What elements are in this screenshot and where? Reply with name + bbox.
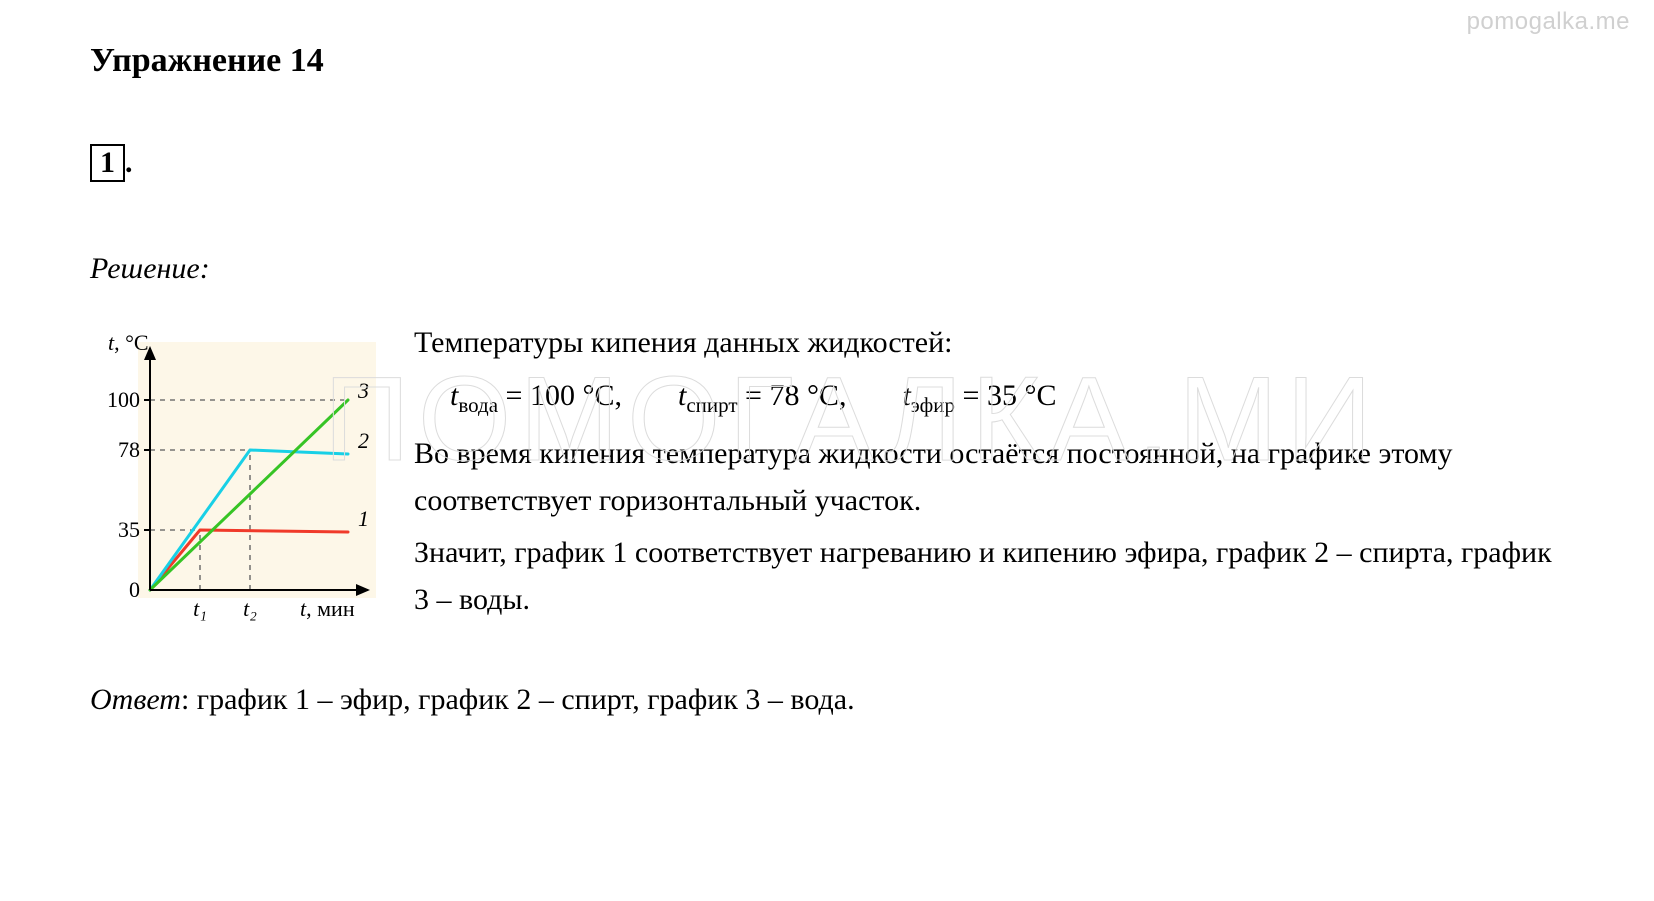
chart-svg: 1 2 3 0 35 78 100 t₁ t₂ t, °C t, мин xyxy=(90,320,390,630)
svg-text:t, мин: t, мин xyxy=(300,596,355,621)
solution-label: Решение: xyxy=(90,252,1564,286)
page: pomogalka.me ПОМОГАЛКА.МИ Упражнение 14 … xyxy=(0,0,1654,901)
page-title: Упражнение 14 xyxy=(90,42,1564,80)
watermark-top: pomogalka.me xyxy=(1467,8,1630,36)
answer-text: : график 1 – эфир, график 2 – спирт, гра… xyxy=(181,683,855,716)
svg-text:78: 78 xyxy=(118,437,140,462)
svg-text:t₁: t₁ xyxy=(193,596,207,621)
svg-text:35: 35 xyxy=(118,517,140,542)
equations-row: tвода = 100 °C, tспирт = 78 °C, tэфир = … xyxy=(450,373,1564,422)
answer-label: Ответ xyxy=(90,683,181,716)
eq-efir: tэфир = 35 °C xyxy=(902,373,1056,422)
svg-text:0: 0 xyxy=(129,577,140,602)
desc-body2: Значит, график 1 соответствует нагревани… xyxy=(414,530,1564,623)
eq-water: tвода = 100 °C, xyxy=(450,373,622,422)
answer: Ответ: график 1 – эфир, график 2 – спирт… xyxy=(90,683,1564,717)
svg-text:100: 100 xyxy=(107,387,140,412)
eq-spirt: tспирт = 78 °C, xyxy=(678,373,846,422)
task-number-box: 1 xyxy=(90,144,125,182)
chart: 1 2 3 0 35 78 100 t₁ t₂ t, °C t, мин xyxy=(90,320,390,635)
svg-text:t₂: t₂ xyxy=(243,596,257,621)
desc-line1: Температуры кипения данных жидкостей: xyxy=(414,320,1564,367)
svg-text:1: 1 xyxy=(358,506,369,531)
description: Температуры кипения данных жидкостей: tв… xyxy=(414,320,1564,623)
solution-row: 1 2 3 0 35 78 100 t₁ t₂ t, °C t, мин Температуры к… xyxy=(90,320,1564,635)
task-number-row: 1. xyxy=(90,144,1564,182)
svg-text:t, °C: t, °C xyxy=(108,330,149,355)
desc-body: Во время кипения температура жидкости ос… xyxy=(414,431,1564,524)
task-number-dot: . xyxy=(125,146,133,179)
svg-text:2: 2 xyxy=(358,428,369,453)
svg-text:3: 3 xyxy=(357,378,369,403)
